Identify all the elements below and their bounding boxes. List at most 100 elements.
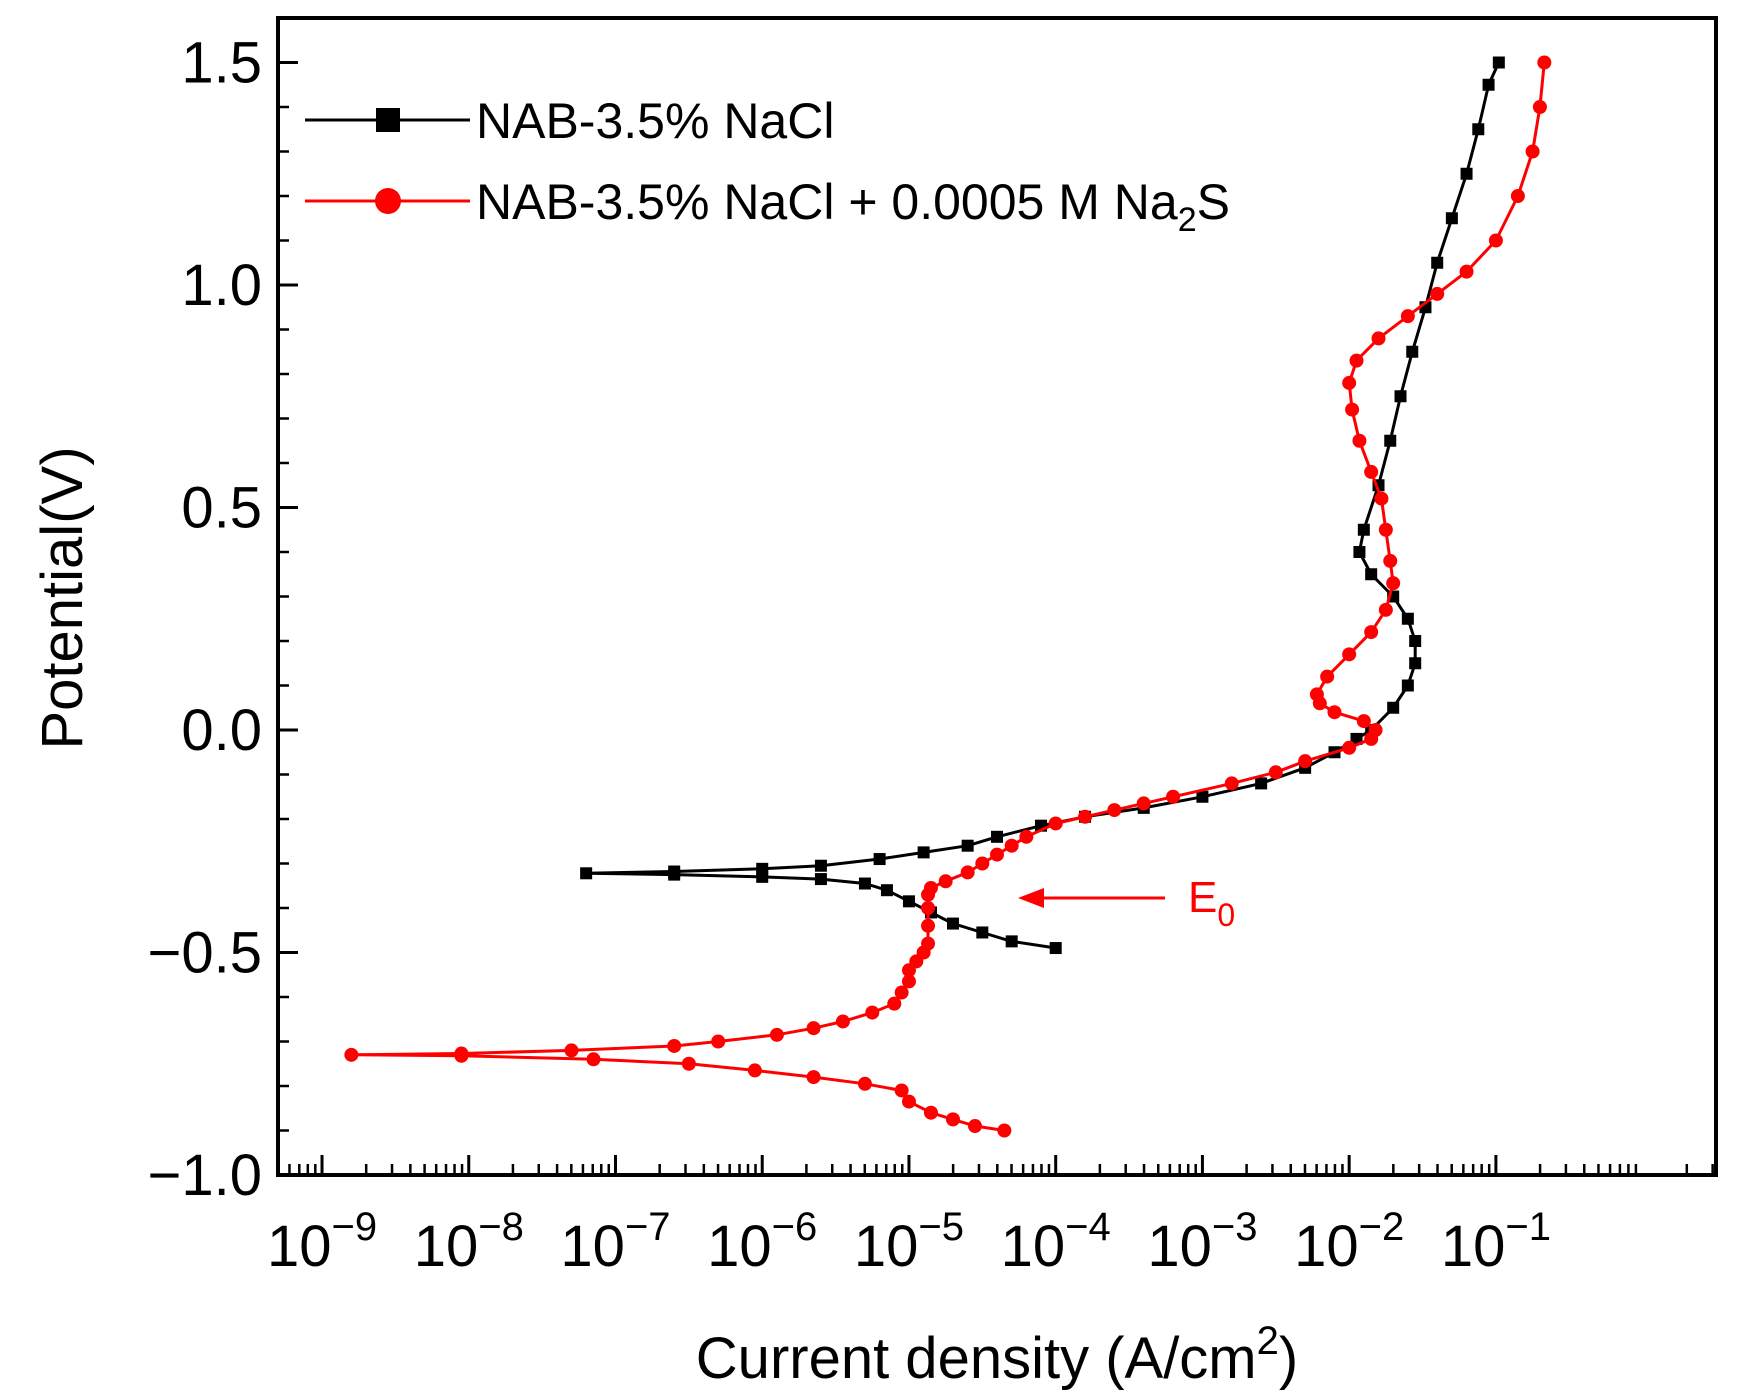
data-point [1400, 309, 1415, 324]
data-point [1356, 714, 1371, 729]
data-point [747, 1063, 762, 1078]
data-point [564, 1043, 579, 1058]
x-tick-base-2: 10 [560, 1214, 625, 1279]
x-tick-exp-5: −4 [1065, 1205, 1111, 1249]
x-tick-base-6: 10 [1147, 1214, 1212, 1279]
data-point [976, 926, 989, 939]
data-point [1365, 568, 1378, 581]
data-point [1387, 701, 1400, 714]
data-point [1472, 123, 1485, 136]
data-point [1378, 602, 1393, 617]
x-major-ticks [320, 1155, 1498, 1175]
legend-label-0: NAB-3.5% NaCl [476, 93, 834, 149]
x-tick-base-5: 10 [1001, 1214, 1066, 1279]
data-point [1430, 286, 1445, 301]
data-point [1383, 553, 1398, 568]
data-point [975, 856, 990, 871]
data-point [1107, 803, 1122, 818]
data-point [1136, 796, 1151, 811]
y-minor-ticks [278, 16, 289, 1132]
data-point [1510, 189, 1525, 203]
data-point [1327, 705, 1342, 720]
legend-label-1-end: S [1197, 174, 1230, 230]
data-point [806, 1070, 821, 1085]
x-tick-exp-8: −1 [1505, 1205, 1551, 1249]
data-point [1492, 56, 1505, 69]
legend-label-1: NAB-3.5% NaCl + 0.0005 M Na2S [476, 174, 1230, 239]
y-tick-labels: 1.5 1.0 0.5 0.0 −0.5 −1.0 [148, 31, 263, 1209]
x-tick-label-6: 10−3 [1147, 1205, 1257, 1279]
data-point [814, 859, 827, 872]
data-point [1349, 353, 1364, 368]
data-point [1255, 777, 1268, 790]
data-point [1196, 790, 1209, 803]
data-point [923, 880, 938, 895]
legend-label-0-main: NAB-3.5% NaCl [476, 93, 834, 149]
data-point [1005, 935, 1018, 948]
data-point [1537, 55, 1552, 70]
x-tick-label-7: 10−2 [1294, 1205, 1404, 1279]
data-point [1019, 829, 1034, 844]
data-point [1309, 687, 1324, 702]
x-axis-title-end: ) [1279, 1326, 1298, 1391]
data-point [1352, 433, 1367, 448]
data-point [1409, 657, 1422, 670]
data-point [1482, 78, 1495, 91]
data-point [901, 1094, 916, 1109]
y-tick-label-3: 0.0 [181, 698, 262, 763]
x-minor-ticks [288, 1164, 1714, 1175]
series-layer [344, 55, 1552, 1138]
data-point [835, 1014, 850, 1029]
data-point [1364, 464, 1379, 479]
legend-entry-1: NAB-3.5% NaCl + 0.0005 M Na2S [305, 174, 1230, 239]
x-tick-base-7: 10 [1294, 1214, 1359, 1279]
data-point [945, 1112, 960, 1127]
data-point [1401, 679, 1414, 692]
data-point [894, 1083, 909, 1098]
x-axis-title: Current density (A/cm2) [696, 1319, 1298, 1391]
data-point [1342, 375, 1357, 390]
data-point [1378, 522, 1393, 537]
plot-area [276, 16, 1718, 1177]
x-tick-label-2: 10−7 [560, 1205, 670, 1279]
data-point [1353, 546, 1366, 558]
x-tick-labels: 10−9 10−8 10−7 10−6 10−5 10−4 10−3 10−2 10−1 [267, 1205, 1551, 1279]
data-point [917, 846, 930, 859]
data-point [938, 874, 953, 889]
data-point [902, 895, 915, 908]
x-axis-title-main: Current density (A/cm [696, 1326, 1257, 1391]
data-point [1460, 167, 1473, 180]
x-tick-label-1: 10−8 [414, 1205, 524, 1279]
data-point [1401, 612, 1414, 625]
data-point [991, 830, 1003, 843]
legend-entry-0: NAB-3.5% NaCl [305, 93, 834, 149]
data-point [1459, 264, 1474, 279]
data-point [1320, 669, 1335, 684]
data-point [1357, 523, 1370, 536]
data-point [1431, 256, 1444, 269]
y-tick-label-4: −0.5 [148, 921, 263, 986]
y-major-ticks [278, 61, 298, 1177]
data-point [711, 1034, 726, 1049]
data-point [1350, 732, 1363, 745]
data-point [961, 839, 974, 852]
x-tick-label-8: 10−1 [1441, 1205, 1551, 1279]
data-point [1048, 816, 1063, 831]
legend-marker-1 [375, 188, 401, 214]
data-point [887, 996, 902, 1011]
y-tick-label-2: 0.5 [181, 476, 262, 541]
data-point [1386, 576, 1401, 591]
data-point [1078, 809, 1093, 824]
data-point [667, 1038, 682, 1053]
legend-label-1-main: NAB-3.5% NaCl + 0.0005 M Na [476, 174, 1178, 230]
x-tick-label-5: 10−4 [1001, 1205, 1111, 1279]
x-tick-label-0: 10−9 [267, 1205, 377, 1279]
data-point [1298, 754, 1313, 769]
series-1 [344, 55, 1552, 1138]
e0-label-main: E [1188, 873, 1217, 922]
data-point [1394, 390, 1407, 403]
x-tick-base-0: 10 [267, 1214, 332, 1279]
data-point [873, 853, 886, 866]
y-tick-label-5: −1.0 [148, 1143, 263, 1208]
